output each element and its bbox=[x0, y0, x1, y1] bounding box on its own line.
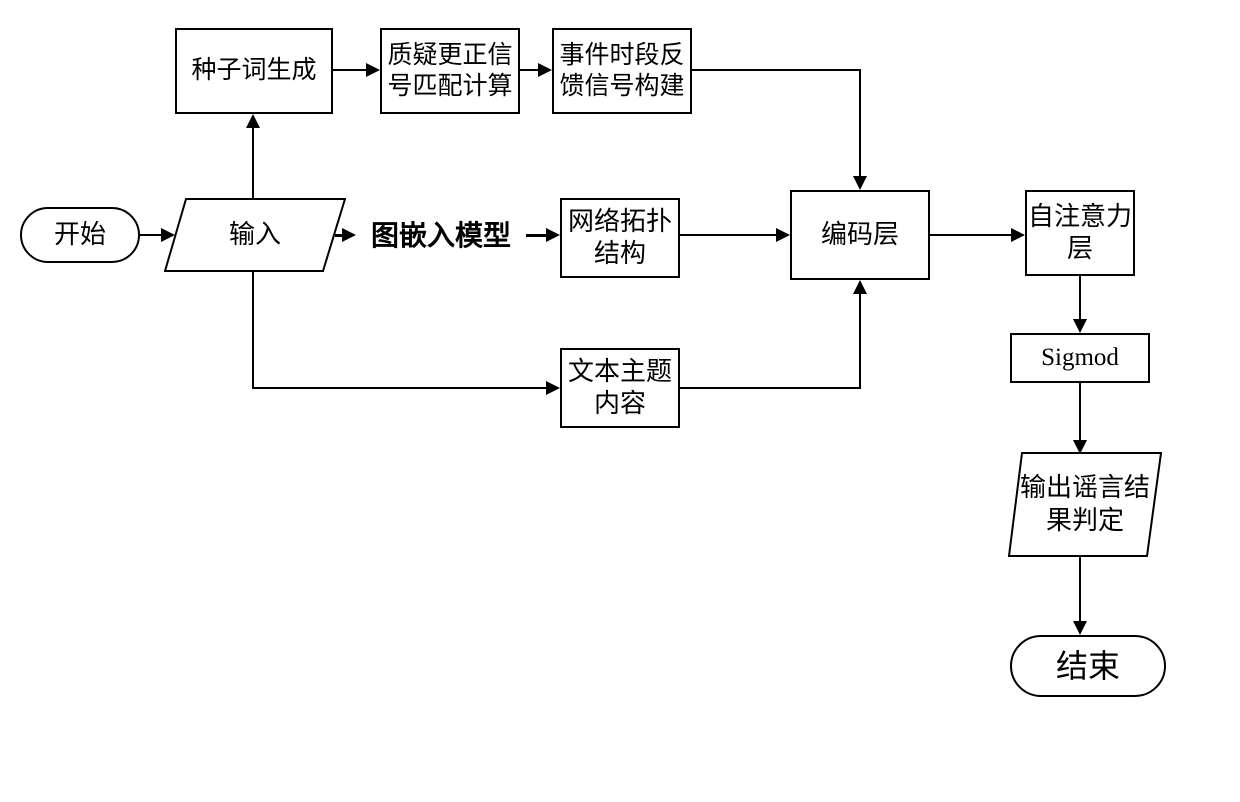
node-seed: 种子词生成 bbox=[175, 28, 333, 114]
edge-segment bbox=[680, 234, 778, 236]
arrow-head-icon bbox=[546, 381, 560, 395]
edge-segment bbox=[930, 234, 1013, 236]
arrow-head-icon bbox=[1073, 621, 1087, 635]
arrow-head-icon bbox=[776, 228, 790, 242]
edge-segment bbox=[680, 387, 861, 389]
edge-segment bbox=[520, 69, 540, 71]
edge-segment bbox=[1079, 383, 1081, 442]
arrow-head-icon bbox=[853, 176, 867, 190]
arrow-head-icon bbox=[366, 63, 380, 77]
node-start: 开始 bbox=[20, 207, 140, 263]
node-end: 结束 bbox=[1010, 635, 1166, 697]
edge-segment bbox=[252, 272, 254, 389]
node-sigmod: Sigmod bbox=[1010, 333, 1150, 383]
arrow-head-icon bbox=[853, 280, 867, 294]
edge-segment bbox=[253, 387, 548, 389]
arrow-head-icon bbox=[1011, 228, 1025, 242]
node-question: 质疑更正信号匹配计算 bbox=[380, 28, 520, 114]
node-embed: 图嵌入模型 bbox=[356, 216, 526, 252]
node-event: 事件时段反馈信号构建 bbox=[552, 28, 692, 114]
edge-segment bbox=[526, 234, 548, 237]
arrow-head-icon bbox=[161, 228, 175, 242]
arrow-head-icon bbox=[342, 228, 356, 242]
arrow-head-icon bbox=[538, 63, 552, 77]
node-encode: 编码层 bbox=[790, 190, 930, 280]
edge-segment bbox=[140, 234, 163, 236]
edge-segment bbox=[1079, 276, 1081, 321]
arrow-head-icon bbox=[546, 228, 560, 242]
edge-segment bbox=[692, 69, 861, 71]
edge-segment bbox=[333, 69, 368, 71]
node-text_topic: 文本主题内容 bbox=[560, 348, 680, 428]
node-input: 输入 bbox=[175, 198, 335, 272]
arrow-head-icon bbox=[1073, 319, 1087, 333]
edge-segment bbox=[859, 292, 861, 389]
node-output: 输出谣言结果判定 bbox=[1015, 452, 1155, 557]
arrow-head-icon bbox=[246, 114, 260, 128]
node-topo: 网络拓扑结构 bbox=[560, 198, 680, 278]
edge-segment bbox=[1079, 557, 1081, 623]
node-attention: 自注意力层 bbox=[1025, 190, 1135, 276]
edge-segment bbox=[859, 70, 861, 178]
arrow-head-icon bbox=[1073, 440, 1087, 454]
edge-segment bbox=[252, 126, 254, 198]
